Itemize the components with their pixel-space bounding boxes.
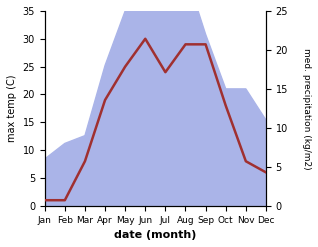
Y-axis label: max temp (C): max temp (C) xyxy=(7,75,17,142)
Y-axis label: med. precipitation (kg/m2): med. precipitation (kg/m2) xyxy=(302,48,311,169)
X-axis label: date (month): date (month) xyxy=(114,230,197,240)
